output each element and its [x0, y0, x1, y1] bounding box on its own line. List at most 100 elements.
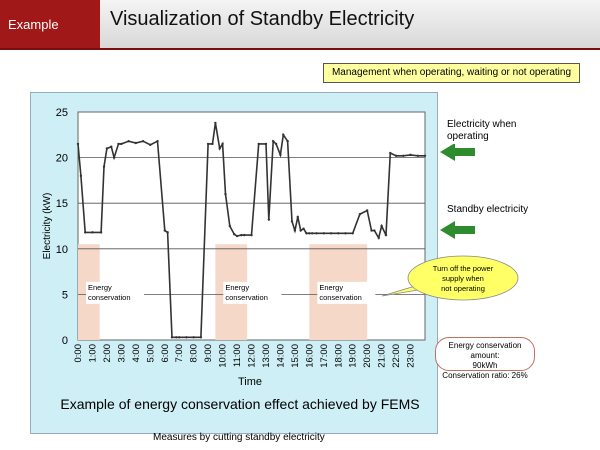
- data-point: [185, 336, 188, 339]
- data-point: [257, 142, 260, 146]
- data-point: [134, 141, 138, 145]
- energy-amount-value: 90kWh: [472, 361, 498, 370]
- x-tick-label: 5:00: [145, 344, 156, 363]
- green-arrow-icon: [440, 143, 475, 161]
- x-tick-label: 17:00: [319, 344, 330, 368]
- data-point: [240, 233, 243, 237]
- data-point: [389, 151, 392, 155]
- data-point: [394, 154, 398, 157]
- data-point: [232, 233, 236, 236]
- callout-bubble: [407, 255, 519, 301]
- data-point: [373, 229, 376, 232]
- data-point: [286, 139, 289, 143]
- data-point: [224, 192, 227, 196]
- data-point: [163, 229, 166, 232]
- data-point: [99, 231, 103, 234]
- green-arrow-icon: [440, 221, 475, 239]
- data-point: [409, 153, 412, 157]
- x-tick-label: 15:00: [290, 344, 301, 368]
- data-point: [110, 145, 113, 148]
- data-point: [290, 220, 294, 223]
- x-tick-label: 8:00: [189, 344, 200, 363]
- data-point: [235, 234, 239, 238]
- data-point: [105, 147, 109, 150]
- region-label-line2: conservation: [88, 293, 131, 302]
- x-tick-label: 16:00: [304, 344, 315, 368]
- y-axis-label: Electricity (kW): [42, 193, 53, 260]
- data-point: [76, 142, 80, 146]
- data-point: [218, 147, 221, 150]
- data-point: [282, 133, 285, 136]
- x-tick-label: 20:00: [362, 344, 373, 368]
- x-tick-label: 22:00: [391, 344, 402, 368]
- region-label-bg: [86, 281, 144, 304]
- region-label-line1: Energy: [225, 283, 249, 292]
- x-tick-label: 19:00: [348, 344, 359, 368]
- conservation-ratio: Conservation ratio: 26%: [442, 371, 528, 380]
- y-tick-label: 20: [56, 153, 68, 165]
- x-tick-label: 23:00: [406, 344, 417, 368]
- data-point: [377, 236, 380, 240]
- header-bar: [100, 0, 600, 48]
- data-point: [228, 224, 232, 228]
- header-tag: Example: [0, 0, 100, 48]
- data-point: [402, 154, 405, 157]
- energy-conservation-summary: Energy conservation amount: 90kWh Conser…: [435, 337, 535, 380]
- x-tick-label: 0:00: [73, 344, 84, 363]
- data-point: [365, 209, 369, 212]
- chart-caption: Example of energy conservation effect ac…: [60, 396, 420, 412]
- x-tick-label: 1:00: [87, 344, 98, 363]
- y-tick-label: 15: [56, 198, 68, 210]
- data-point: [84, 231, 87, 234]
- data-point: [337, 232, 340, 235]
- data-point: [274, 142, 278, 146]
- data-point: [102, 165, 106, 168]
- data-point: [175, 336, 178, 339]
- data-point: [302, 227, 305, 230]
- data-point: [296, 215, 299, 219]
- callout-text-line3: not operating: [441, 284, 485, 293]
- data-point: [267, 218, 271, 221]
- data-point: [211, 142, 214, 146]
- data-point: [141, 139, 145, 143]
- region-label-bg: [223, 281, 282, 304]
- data-point: [221, 142, 224, 146]
- data-point: [264, 142, 268, 146]
- x-tick-label: 21:00: [377, 344, 388, 368]
- data-point: [243, 233, 246, 237]
- y-tick-label: 0: [62, 335, 68, 347]
- x-tick-label: 13:00: [261, 344, 272, 368]
- x-tick-label: 2:00: [102, 344, 113, 363]
- data-point: [308, 232, 311, 235]
- data-point: [250, 233, 253, 237]
- management-note: Management when operating, waiting or no…: [323, 63, 580, 83]
- data-point: [178, 336, 181, 339]
- data-point: [380, 224, 383, 228]
- region-label-line1: Energy: [319, 283, 343, 292]
- data-point: [344, 232, 347, 235]
- data-point: [127, 139, 130, 143]
- data-point: [279, 153, 282, 157]
- energy-amount-title: Energy conservation amount:: [448, 341, 522, 360]
- data-point: [170, 336, 174, 339]
- data-point: [322, 232, 325, 235]
- data-point: [91, 231, 94, 234]
- page-title: Visualization of Standby Electricity: [110, 8, 415, 30]
- x-tick-label: 18:00: [333, 344, 344, 368]
- data-point: [112, 156, 116, 159]
- data-point: [293, 229, 297, 232]
- data-point: [329, 232, 333, 235]
- region-label-bg: [317, 281, 376, 304]
- x-tick-label: 12:00: [247, 344, 258, 368]
- standby-electricity-label: Standby electricity: [445, 203, 531, 217]
- data-point: [299, 229, 302, 232]
- data-point: [311, 232, 314, 235]
- y-tick-label: 25: [56, 107, 68, 119]
- region-label-line2: conservation: [225, 293, 268, 302]
- data-point: [384, 233, 388, 237]
- x-tick-label: 9:00: [203, 344, 214, 363]
- region-label-line1: Energy: [88, 283, 112, 292]
- y-tick-label: 10: [56, 244, 68, 256]
- x-axis-label: Time: [238, 376, 262, 388]
